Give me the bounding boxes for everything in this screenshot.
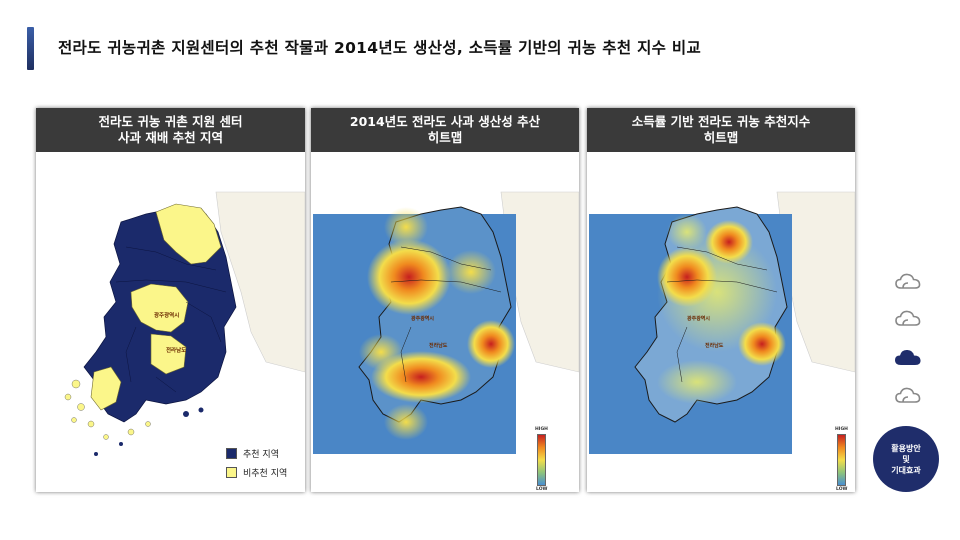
legend-swatch-navy [226, 448, 237, 459]
map-label-jeonnam: 전라남도 [705, 342, 724, 349]
cloud-filled-icon[interactable] [893, 347, 923, 369]
heat-scale-high: HIGH [835, 427, 848, 432]
legend-swatch-yellow [226, 467, 237, 478]
button-line1: 활용방안 [891, 443, 921, 453]
panel-title-line1: 2014년도 전라도 사과 생산성 추산 [349, 114, 541, 129]
panel-header: 소득률 기반 전라도 귀농 추천지수 히트맵 [587, 108, 855, 152]
map-label-jeonnam: 전라남도 [429, 342, 448, 349]
title-accent-bar [27, 27, 34, 70]
legend-label-not-recommended: 비추천 지역 [243, 469, 288, 479]
cloud-outline-icon[interactable] [893, 385, 923, 407]
legend-not-recommended: 비추천 지역 [226, 466, 287, 479]
productivity-heatmap: 광주광역시 전라남도 [311, 152, 579, 492]
income-index-heatmap: 광주광역시 전라남도 [587, 152, 855, 492]
map-label-gwangju: 광주광역시 [411, 315, 434, 322]
panel-title-line2: 히트맵 [703, 130, 739, 145]
legend-label-recommended: 추천 지역 [243, 450, 279, 460]
region-map: 광주광역시 전라남도 [36, 152, 305, 492]
map-label-jeonnam: 전라남도 [166, 346, 186, 354]
panel-title-line2: 사과 재배 추천 지역 [117, 130, 224, 145]
heat-scale-low: LOW [536, 487, 548, 492]
region-yellow-south [150, 333, 187, 375]
page-title: 전라도 귀농귀촌 지원센터의 추천 작물과 2014년도 생산성, 소득률 기반… [58, 39, 702, 57]
button-line3: 기대효과 [891, 465, 921, 475]
button-line2: 및 [902, 454, 910, 464]
panel-productivity-heatmap: 2014년도 전라도 사과 생산성 추산 히트맵 [311, 108, 579, 492]
heat-scale-low: LOW [836, 487, 848, 492]
panel-title-line1: 소득률 기반 전라도 귀농 추천지수 [631, 114, 811, 129]
panel-title-line1: 전라도 귀농 귀촌 지원 센터 [98, 114, 243, 129]
heat-scale-bar [837, 434, 846, 486]
heat-scale-bar [537, 434, 546, 486]
heat-scale-high: HIGH [535, 427, 548, 432]
panel-recommended-regions: 전라도 귀농 귀촌 지원 센터 사과 재배 추천 지역 [36, 108, 305, 492]
usage-and-effects-button[interactable]: 활용방안 및 기대효과 [873, 426, 939, 492]
map-label-gwangju: 광주광역시 [154, 311, 179, 319]
legend-recommended: 추천 지역 [226, 447, 279, 460]
cloud-outline-icon[interactable] [893, 271, 923, 293]
panel-income-index-heatmap: 소득률 기반 전라도 귀농 추천지수 히트맵 [587, 108, 855, 492]
cloud-outline-icon[interactable] [893, 308, 923, 330]
panel-title-line2: 히트맵 [427, 130, 463, 145]
panel-header: 2014년도 전라도 사과 생산성 추산 히트맵 [311, 108, 579, 152]
region-yellow-west [90, 366, 122, 411]
panel-header: 전라도 귀농 귀촌 지원 센터 사과 재배 추천 지역 [36, 108, 305, 152]
region-yellow-center [130, 283, 189, 333]
region-yellow-north [155, 203, 222, 265]
map-label-gwangju: 광주광역시 [687, 315, 710, 322]
